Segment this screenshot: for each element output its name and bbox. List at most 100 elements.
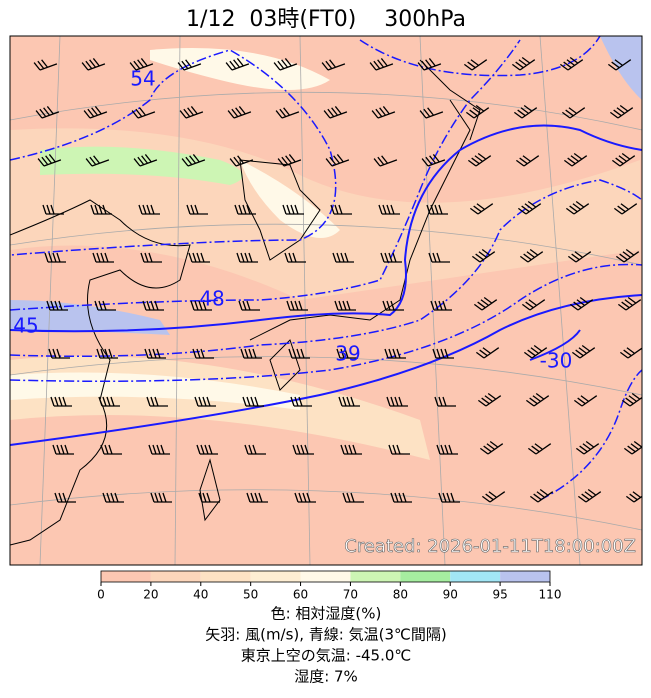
colorbar-tick-label: 95 [492, 588, 507, 602]
barb-staff [623, 440, 642, 455]
barb-staff [225, 58, 250, 71]
barb-staff [288, 348, 310, 359]
barb-staff [50, 396, 72, 407]
barb-staff [83, 106, 108, 119]
barb-staff [229, 155, 254, 167]
barb-staff [332, 252, 354, 263]
wind-barb [52, 444, 74, 455]
wind-barb [50, 396, 72, 407]
wind-barb [473, 296, 498, 311]
wind-barb [238, 300, 260, 311]
barb-staff [463, 59, 488, 71]
wind-barb [567, 251, 592, 263]
wind-barb [330, 204, 352, 215]
wind-barb [430, 300, 452, 311]
wind-barb [244, 444, 266, 455]
wind-barb [521, 299, 546, 311]
map: 54 48 45 39 -30 Created: 2026-01-11T18:0… [9, 35, 643, 566]
barb-staff [334, 300, 356, 311]
colorbar-segment [400, 571, 451, 582]
wind-barb [98, 396, 120, 407]
wind-barb [323, 106, 348, 119]
barb-staff [567, 251, 592, 263]
wind-barb [92, 252, 114, 263]
wind-barb [336, 348, 358, 359]
wind-barb [190, 300, 212, 311]
wind-barb [196, 444, 218, 455]
wind-barb [225, 58, 250, 71]
barb-staff [619, 347, 642, 359]
barb-staff [42, 204, 64, 215]
wind-barb [292, 444, 314, 455]
barb-staff [525, 392, 550, 407]
wind-barb [236, 252, 258, 263]
barb-staff [511, 56, 536, 71]
barb-staff [131, 107, 156, 119]
wind-barb [192, 348, 214, 359]
wind-barb [288, 348, 310, 359]
barb-staff [517, 200, 542, 215]
barb-staff [607, 59, 632, 71]
barb-staff [529, 488, 554, 503]
wind-barb [388, 444, 410, 455]
barb-staff [369, 58, 394, 71]
barb-staff [240, 348, 262, 359]
wind-barb [181, 154, 206, 167]
wind-barb [529, 488, 554, 503]
wind-barbs [33, 56, 642, 503]
wind-barb [286, 300, 308, 311]
wind-barb [94, 300, 116, 311]
barb-staff [140, 252, 162, 263]
barb-staff [388, 444, 410, 455]
wind-barb [434, 396, 456, 407]
wind-barb [561, 107, 586, 119]
wind-barb [240, 348, 262, 359]
barb-staff [569, 296, 594, 311]
colorbar: 0 20 40 50 60 70 80 90 95 110 [97, 570, 561, 602]
wind-barb [615, 248, 640, 263]
barb-staff [615, 248, 640, 263]
barb-staff [336, 348, 358, 359]
barb-staff [513, 104, 538, 119]
colorbar-segment [450, 571, 501, 582]
wind-barb [54, 492, 76, 503]
barb-staff [330, 204, 352, 215]
wind-barb [129, 58, 154, 71]
wind-barb [198, 492, 220, 503]
contour-label: 48 [199, 287, 224, 311]
wind-barb [273, 58, 298, 71]
barb-staff [282, 204, 304, 215]
colorbar-segment [101, 571, 151, 582]
barb-staff [515, 155, 540, 167]
barb-staff [571, 344, 596, 359]
title: 1/12 03時(FT0) 300hPa [186, 7, 466, 32]
barb-staff [563, 152, 588, 167]
barb-staff [54, 492, 76, 503]
wind-barb [144, 348, 166, 359]
barb-staff [559, 56, 584, 71]
barb-staff [144, 348, 166, 359]
barb-staff [102, 492, 124, 503]
barb-staff [242, 396, 264, 407]
barb-staff [294, 492, 316, 503]
wind-barb [369, 58, 394, 71]
barb-staff [90, 204, 112, 215]
barb-staff [192, 348, 214, 359]
colorbar-segment [250, 571, 301, 582]
wind-barb [227, 106, 252, 119]
wind-barb [234, 204, 256, 215]
barb-staff [94, 300, 116, 311]
wind-barb [131, 107, 156, 119]
wind-barb [390, 492, 412, 503]
wind-barb [611, 152, 636, 167]
barb-staff [290, 396, 312, 407]
wind-barb [85, 155, 110, 167]
wind-barb [571, 344, 596, 359]
wind-barb [83, 106, 108, 119]
wind-barb [565, 200, 590, 215]
barb-staff [142, 300, 164, 311]
wind-barb [373, 155, 398, 167]
wind-barb [563, 152, 588, 167]
wind-barb [44, 252, 66, 263]
